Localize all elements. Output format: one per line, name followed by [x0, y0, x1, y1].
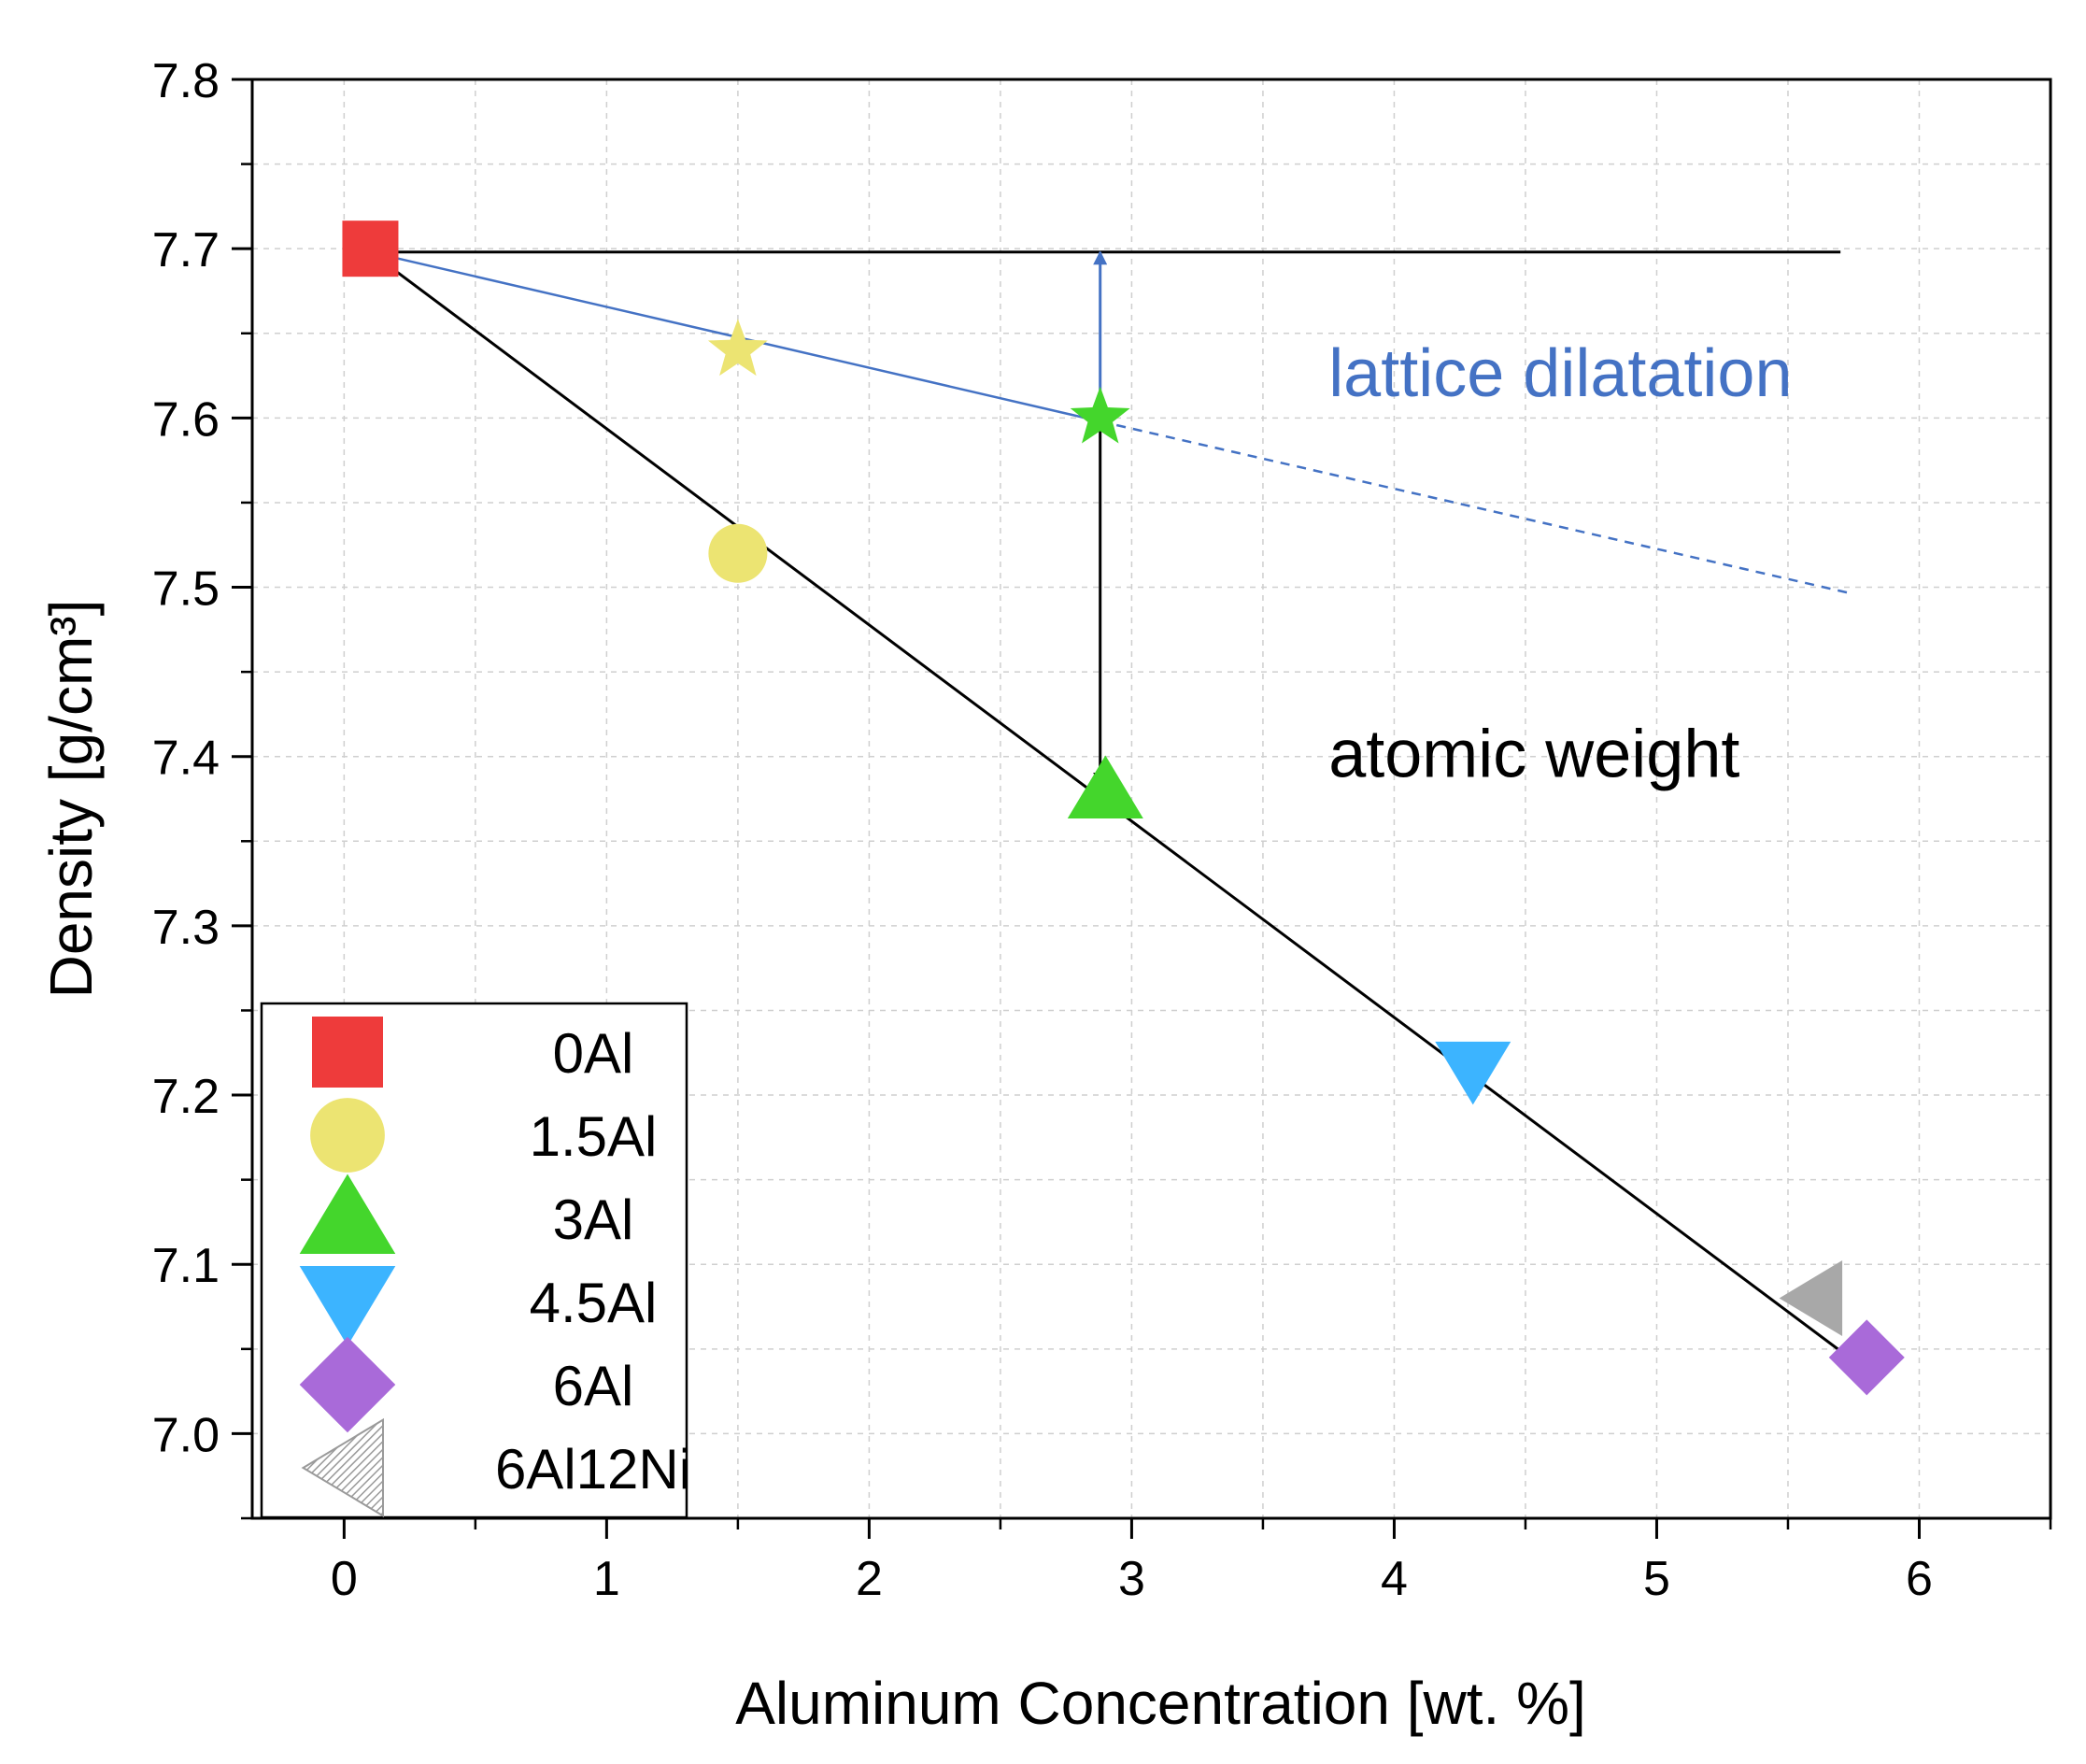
annotation-atomic-weight: atomic weight	[1328, 718, 1739, 792]
legend-marker	[301, 1417, 384, 1518]
star-point	[1070, 386, 1130, 444]
plot-frame	[250, 78, 2052, 1520]
legend-label: 0Al	[553, 1022, 634, 1085]
legend-marker	[299, 1266, 396, 1346]
point-4.5al	[1435, 1041, 1511, 1105]
legend-marker	[310, 1098, 385, 1173]
y-tick-label: 7.5	[152, 562, 220, 617]
point-1.5al	[708, 523, 768, 583]
legend-marker	[312, 1017, 383, 1088]
x-tick-label: 1	[593, 1552, 620, 1606]
legend-marker	[299, 1336, 396, 1433]
y-tick-label: 7.1	[152, 1239, 220, 1293]
legend-marker	[299, 1174, 396, 1254]
x-axis-label: Aluminum Concentration [wt. %]	[735, 1670, 1586, 1737]
y-tick-label: 7.0	[152, 1408, 220, 1462]
y-tick-label: 7.4	[152, 732, 220, 786]
axis-ticks: 0 1 2 3 4 5 6 7.0 7.1 7.2 7.3 7.4 7.5 7.6 7.7 7.8	[152, 54, 2052, 1606]
grid	[252, 78, 2051, 1519]
x-tick-label: 3	[1118, 1552, 1145, 1606]
x-tick-label: 6	[1906, 1552, 1933, 1606]
legend-label: 3Al	[553, 1188, 634, 1251]
legend-label: 4.5Al	[530, 1272, 658, 1334]
y-tick-label: 7.8	[152, 54, 220, 108]
annotations: lattice dilatation atomic weight	[1328, 336, 1792, 792]
y-axis-label: Density [g/cm³]	[37, 600, 105, 999]
legend-label: 6Al12Ni	[495, 1438, 691, 1501]
star-point	[707, 319, 768, 377]
x-tick-label: 2	[856, 1552, 883, 1606]
legend-label: 1.5Al	[530, 1105, 658, 1168]
y-tick-label: 7.7	[152, 223, 220, 277]
legend: 0Al 1.5Al 3Al 4.5Al 6Al 6Al12Ni	[260, 1002, 691, 1519]
point-0al	[342, 220, 399, 277]
point-3al	[1067, 755, 1143, 818]
point-6al12ni	[1779, 1259, 1843, 1336]
legend-label: 6Al	[553, 1355, 634, 1417]
data-points	[342, 220, 1905, 1396]
legend-box	[260, 1002, 688, 1519]
x-tick-label: 0	[331, 1552, 358, 1606]
trend-line	[1100, 420, 1854, 595]
point-6al	[1828, 1319, 1905, 1396]
y-tick-label: 7.3	[152, 901, 220, 955]
axis-labels: Aluminum Concentration [wt. %] Density [g…	[37, 600, 1586, 1737]
y-tick-label: 7.2	[152, 1070, 220, 1124]
x-tick-label: 5	[1643, 1552, 1670, 1606]
x-tick-label: 4	[1381, 1552, 1408, 1606]
annotation-lattice-dilatation: lattice dilatation	[1328, 336, 1792, 411]
y-tick-label: 7.6	[152, 392, 220, 447]
